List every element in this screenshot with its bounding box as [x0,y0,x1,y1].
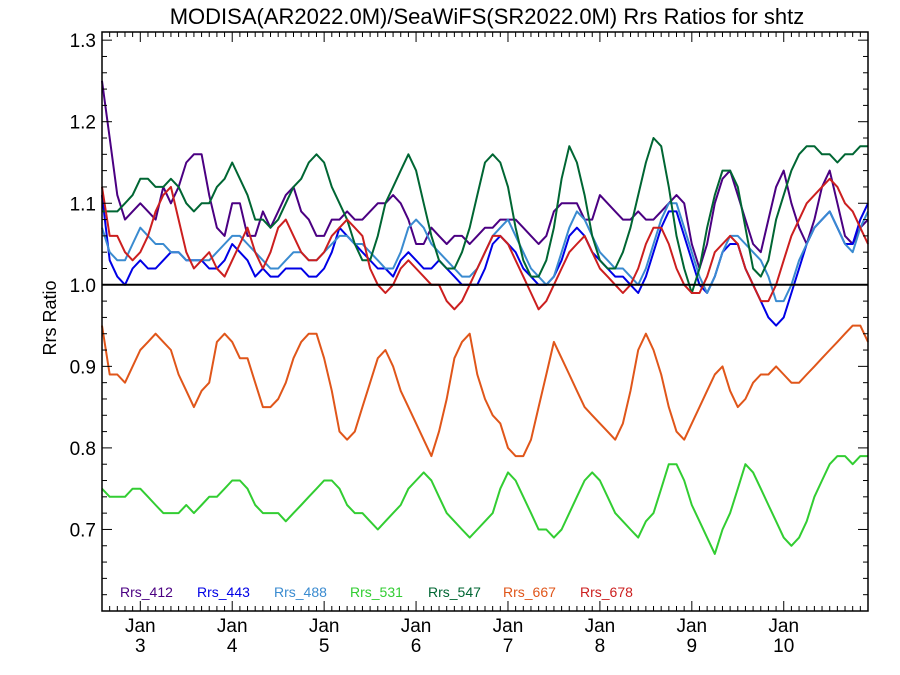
chart-title: MODISA(AR2022.0M)/SeaWiFS(SR2022.0M) Rrs… [170,4,805,29]
series-lines [101,80,869,555]
y-tick-label: 0.9 [70,357,96,378]
legend: Rrs_412 Rrs_443 Rrs_488 Rrs_531 Rrs_547 Rrs_6… [120,584,633,600]
y-tick-label: 1.2 [70,113,96,134]
y-tick-label: 1.0 [70,276,96,297]
x-tick-month-label: Jan [768,616,799,637]
x-tick-month-label: Jan [125,616,156,637]
y-tick-label: 0.7 [70,520,96,541]
x-tick-year-label: 4 [227,636,238,657]
x-tick-year-label: 10 [773,636,794,657]
series-line-rrs-443 [101,194,869,327]
legend-entry-rrs-443: Rrs_443 [197,584,250,600]
x-tick-month-label: Jan [217,616,248,637]
x-tick-year-label: 5 [319,636,330,657]
x-tick-year-label: 6 [411,636,422,657]
legend-entry-rrs-412: Rrs_412 [120,584,173,600]
x-tick-month-label: Jan [401,616,432,637]
series-line-rrs-667 [101,324,869,458]
x-tick-month-label: Jan [309,616,340,637]
series-line-rrs-547 [102,137,868,294]
plot-frame [101,31,869,612]
legend-entry-rrs-667: Rrs_667 [503,584,556,600]
series-line-rrs-531 [101,455,868,555]
y-axis-label: Rrs Ratio [40,280,60,355]
y-axis: 0.7 0.8 0.9 1.0 1.1 1.2 1.3 [70,31,868,596]
y-tick-label: 0.8 [70,439,96,460]
x-tick-month-label: Jan [585,616,616,637]
y-tick-label: 1.3 [70,31,96,52]
x-tick-year-label: 9 [687,636,698,657]
series-line-rrs-678 [101,177,869,311]
legend-entry-rrs-531: Rrs_531 [350,584,403,600]
series-line-rrs-412 [101,80,869,270]
x-tick-year-label: 3 [135,636,146,657]
legend-entry-rrs-547: Rrs_547 [428,584,481,600]
legend-entry-rrs-488: Rrs_488 [274,584,327,600]
y-tick-label: 1.1 [70,194,96,215]
x-tick-year-label: 8 [595,636,606,657]
x-tick-month-label: Jan [493,616,524,637]
legend-entry-rrs-678: Rrs_678 [580,584,633,600]
plot-area [101,80,869,555]
x-tick-year-label: 7 [503,636,514,657]
x-tick-month-label: Jan [676,616,707,637]
